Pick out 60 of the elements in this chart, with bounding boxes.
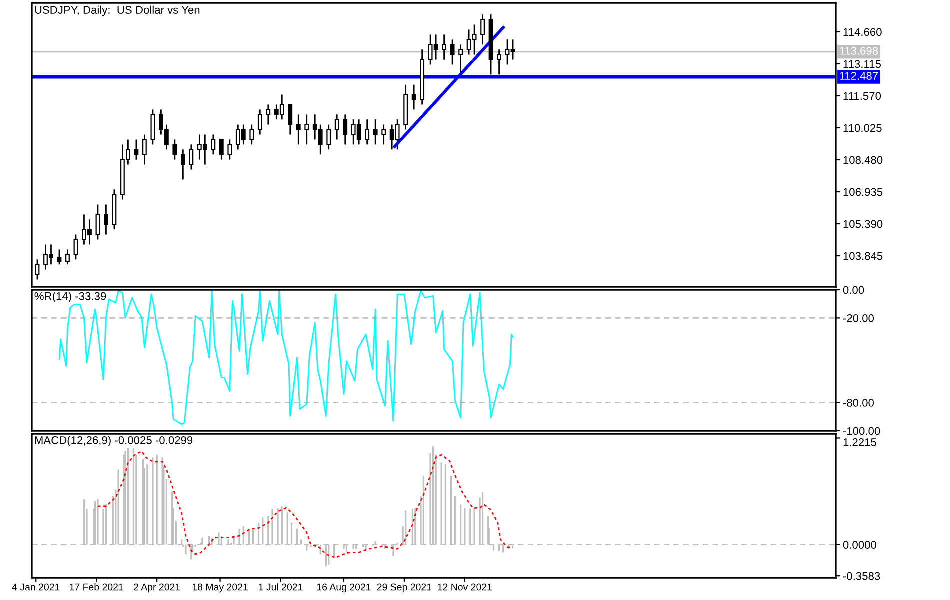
annotation: %R(14) -33.39 [34,292,106,302]
x-tick-label: 1 Jul 2021 [259,584,303,591]
y-tick-label: -80.00 [843,399,874,407]
candlestick [412,84,416,110]
candlestick [480,14,485,46]
y-tick-label: 114.660 [844,28,882,36]
x-tick-label: 4 Jan 2021 [12,584,60,591]
candlestick [382,124,386,146]
candlestick [450,38,455,66]
candlestick [326,124,332,150]
x-tick-label: 17 Feb 2021 [70,584,124,591]
candlestick [373,118,378,146]
candlestick [304,114,310,146]
candlestick [258,108,262,136]
x-tick-label: 18 May 2021 [192,584,248,593]
candlestick [343,114,348,146]
y-tick-label: 105.390 [844,220,883,228]
x-tick-label: 29 Sep 2021 [377,584,432,593]
candlestick [180,148,186,180]
candlestick [442,34,447,60]
y-tick-label: 110.025 [844,124,882,132]
candlestick [458,44,464,76]
y-tick-label: -100.00 [843,427,880,436]
annotation: MACD(12,26,9) -0.0025 -0.0299 [35,436,193,447]
ref-line-label: 113.698 [840,47,878,55]
y-tick-label: 0.00 [843,286,864,294]
chart-title: USDJPY, Daily: US Dollar vs Yen [35,6,200,16]
candlestick [134,139,139,161]
candlestick [228,139,232,161]
y-tick-label: -20.00 [843,314,874,322]
candlestick [189,144,194,170]
candlestick [296,114,301,146]
candlestick [288,104,293,136]
candlestick [74,234,78,260]
y-tick-label: 108.480 [844,156,883,164]
y-tick-label: 111.570 [844,92,882,100]
y-tick-label: -0.3583 [843,572,880,580]
candlestick [266,104,271,126]
candlestick [104,204,108,236]
x-tick-label: 12 Nov 2021 [438,584,492,591]
candlestick [497,48,502,76]
y-tick-label: 106.935 [844,188,883,196]
candlestick [35,258,40,280]
y-tick-label: 103.845 [844,252,883,260]
candlestick [66,249,70,266]
x-tick-label: 16 Aug 2021 [317,584,371,593]
candlestick [365,118,370,146]
candlestick [96,204,100,240]
candlestick [211,134,216,156]
candlestick [250,124,254,146]
y-tick-label: 1.2215 [844,438,876,446]
candlestick [57,249,62,266]
y-tick-label: 0.0000 [843,541,876,549]
candlestick [219,139,224,161]
x-tick-label: 2 Apr 2021 [134,584,180,593]
candlestick [142,134,147,166]
ref-line-label: 112.487 [840,72,878,80]
candlestick [334,114,340,140]
y-tick-label: 113.115 [844,60,882,68]
candlestick [172,139,178,161]
